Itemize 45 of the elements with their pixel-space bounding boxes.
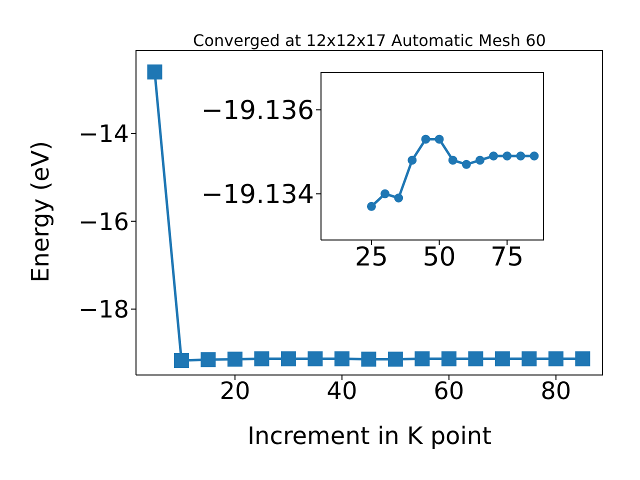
point [280,351,296,366]
chart-title: Converged at 12x12x17 Automatic Mesh 60 [192,31,547,50]
y-tick-label: −14 [78,120,129,148]
x-tick-label: 50 [422,242,456,272]
x-tick-label: 80 [540,377,572,406]
point [502,152,512,160]
point [308,351,323,366]
point [462,160,471,169]
point [434,134,444,144]
point [227,352,242,367]
x-tick-label: 75 [490,242,524,272]
y-tick-label: −19.136 [201,96,314,126]
point [516,152,526,160]
y-tick-label: −16 [78,208,129,236]
point [394,194,404,202]
point [421,134,430,144]
point [414,351,430,366]
point [254,351,270,366]
point [475,156,484,165]
point [334,351,350,366]
point [361,352,376,367]
point [575,351,590,366]
point [448,156,458,165]
point [494,351,510,366]
point [522,351,537,366]
point [200,352,216,368]
x-tick-label: 20 [220,377,250,406]
point [489,152,498,160]
point [147,64,162,80]
y-axis-title: Energy (eV) [26,140,55,282]
y-tick-label: −19.134 [201,180,314,210]
point [468,351,484,366]
x-tick-label: 40 [326,377,358,406]
point [380,189,390,198]
x-tick-label: 25 [354,242,388,272]
point [530,152,539,160]
point [174,353,189,368]
point [388,352,403,367]
point [441,351,456,366]
y-tick-label: −18 [78,296,129,324]
x-tick-label: 60 [434,377,464,406]
point [548,351,564,366]
point [408,156,417,165]
point [366,202,376,211]
x-axis-title: Increment in K point [247,422,492,450]
